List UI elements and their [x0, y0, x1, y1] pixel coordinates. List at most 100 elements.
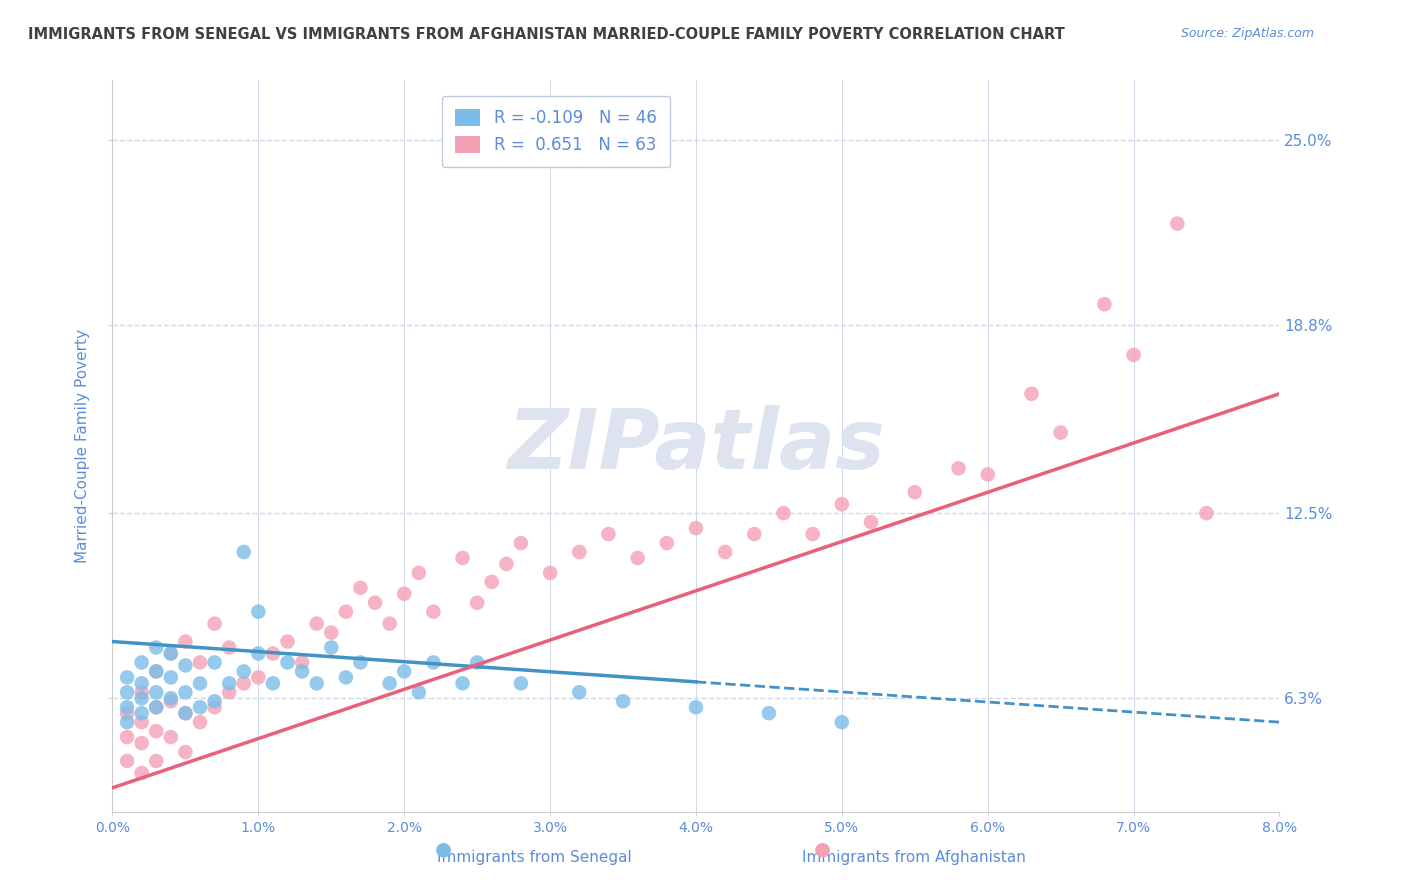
Point	[174, 685, 197, 699]
Point	[131, 691, 153, 706]
Point	[349, 656, 371, 670]
Text: ZIPatlas: ZIPatlas	[508, 406, 884, 486]
Point	[612, 694, 634, 708]
Point	[188, 676, 211, 690]
Point	[568, 685, 591, 699]
Point	[247, 647, 270, 661]
Point	[831, 715, 853, 730]
Point	[758, 706, 780, 721]
Point	[509, 676, 531, 690]
Point	[948, 461, 970, 475]
Point	[115, 706, 138, 721]
Point	[204, 616, 226, 631]
Point	[685, 521, 707, 535]
Point	[232, 676, 254, 690]
Point	[538, 566, 561, 580]
Point	[742, 527, 765, 541]
Point	[145, 754, 167, 768]
Point	[481, 574, 503, 589]
Point	[451, 676, 474, 690]
Point	[174, 658, 197, 673]
Point	[247, 670, 270, 684]
Point	[145, 665, 167, 679]
Point	[115, 670, 138, 684]
Point	[305, 616, 328, 631]
Point	[218, 685, 240, 699]
Point	[204, 694, 226, 708]
Point	[160, 730, 183, 744]
Point	[772, 506, 794, 520]
Point	[174, 706, 197, 721]
Point	[378, 616, 401, 631]
Point	[218, 676, 240, 690]
Text: IMMIGRANTS FROM SENEGAL VS IMMIGRANTS FROM AFGHANISTAN MARRIED-COUPLE FAMILY POV: IMMIGRANTS FROM SENEGAL VS IMMIGRANTS FR…	[28, 27, 1064, 42]
Point	[145, 700, 167, 714]
Point	[204, 656, 226, 670]
Text: Immigrants from Senegal: Immigrants from Senegal	[437, 850, 631, 865]
Point	[1094, 297, 1116, 311]
Point	[321, 625, 343, 640]
Text: Immigrants from Afghanistan: Immigrants from Afghanistan	[801, 850, 1026, 865]
Point	[160, 691, 183, 706]
Point	[174, 634, 197, 648]
Point	[422, 656, 444, 670]
Point	[291, 665, 314, 679]
Point	[262, 647, 284, 661]
Point	[115, 730, 138, 744]
Point	[131, 706, 153, 721]
Point	[598, 527, 620, 541]
Point	[859, 515, 883, 529]
Point	[655, 536, 678, 550]
Point	[276, 656, 298, 670]
Point	[145, 700, 167, 714]
Point	[831, 497, 853, 511]
Point	[394, 587, 416, 601]
Point	[714, 545, 737, 559]
Point	[131, 685, 153, 699]
Point	[465, 596, 488, 610]
Point	[1195, 506, 1218, 520]
Point	[131, 736, 153, 750]
Point	[218, 640, 240, 655]
Point	[115, 700, 138, 714]
Point	[422, 605, 444, 619]
Point	[131, 656, 153, 670]
Point	[627, 551, 650, 566]
Point	[160, 670, 183, 684]
Point	[1049, 425, 1071, 440]
Point	[976, 467, 998, 482]
Point	[188, 715, 211, 730]
Point	[160, 647, 183, 661]
Point	[1166, 217, 1188, 231]
Y-axis label: Married-Couple Family Poverty: Married-Couple Family Poverty	[75, 329, 90, 563]
Point	[465, 656, 488, 670]
Text: Source: ZipAtlas.com: Source: ZipAtlas.com	[1181, 27, 1315, 40]
Point	[247, 605, 270, 619]
Point	[1021, 386, 1043, 401]
Point	[160, 694, 183, 708]
Point	[509, 536, 531, 550]
Point	[232, 665, 254, 679]
Point	[204, 700, 226, 714]
Point	[276, 634, 298, 648]
Point	[321, 640, 343, 655]
Point	[335, 605, 357, 619]
Point	[685, 700, 707, 714]
Point	[145, 724, 167, 739]
Point	[115, 754, 138, 768]
Text: ●: ●	[814, 839, 831, 858]
Point	[115, 715, 138, 730]
Point	[904, 485, 927, 500]
Point	[1122, 348, 1144, 362]
Point	[145, 640, 167, 655]
Point	[349, 581, 371, 595]
Point	[335, 670, 357, 684]
Point	[188, 700, 211, 714]
Point	[378, 676, 401, 690]
Point	[408, 685, 430, 699]
Point	[394, 665, 416, 679]
Point	[801, 527, 824, 541]
Point	[568, 545, 591, 559]
Point	[495, 557, 517, 571]
Point	[131, 676, 153, 690]
